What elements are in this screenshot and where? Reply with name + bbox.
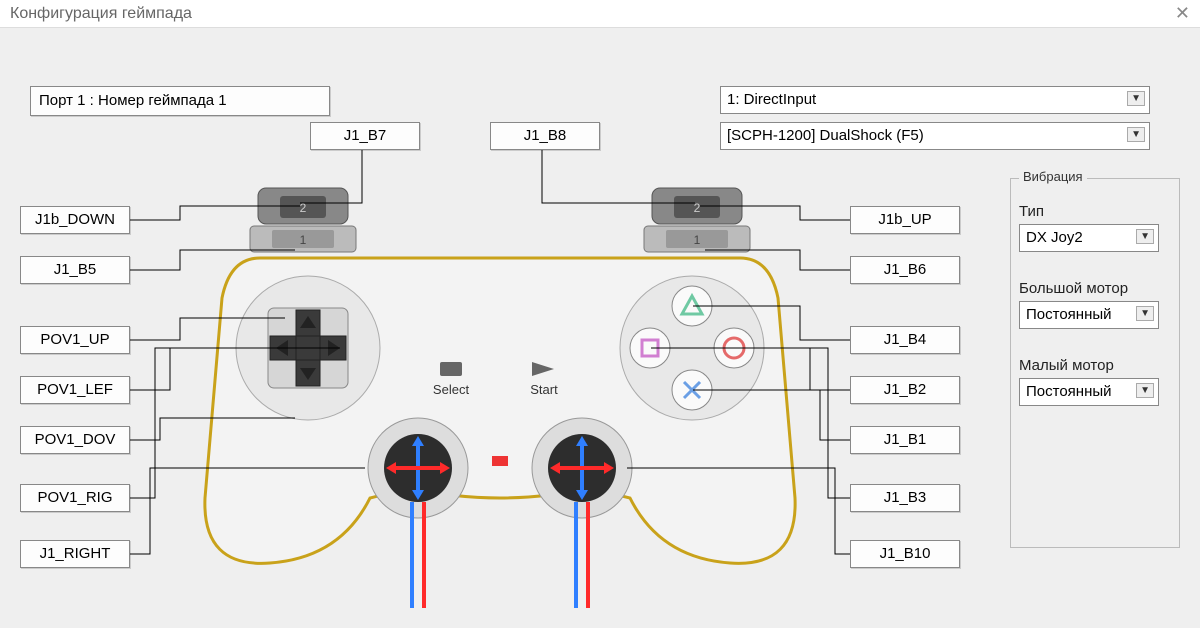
vib-type-label: Тип [1019,203,1171,220]
vib-big-label: Большой мотор [1019,280,1171,297]
btn-l1[interactable]: J1b_DOWN [20,206,130,234]
close-icon[interactable]: ✕ [1175,3,1190,24]
btn-r4[interactable]: J1_B2 [850,376,960,404]
btn-r3[interactable]: J1_B4 [850,326,960,354]
btn-r6[interactable]: J1_B3 [850,484,960,512]
titlebar: Конфигурация геймпада ✕ [0,0,1200,28]
vibration-group: Вибрация Тип DX Joy2 Большой мотор Посто… [1010,178,1180,548]
svg-text:2: 2 [694,201,701,215]
svg-text:1: 1 [300,233,307,247]
vib-type-dropdown[interactable]: DX Joy2 [1019,224,1159,252]
directinput-dropdown[interactable]: 1: DirectInput [720,86,1150,114]
port-button[interactable]: Порт 1 : Номер геймпада 1 [30,86,330,116]
content-area: Порт 1 : Номер геймпада 1 1: DirectInput… [0,28,1200,628]
vib-big-dropdown[interactable]: Постоянный [1019,301,1159,329]
vibration-title: Вибрация [1019,169,1087,184]
vib-small-dropdown[interactable]: Постоянный [1019,378,1159,406]
svg-text:2: 2 [300,201,307,215]
btn-r5[interactable]: J1_B1 [850,426,960,454]
btn-l2[interactable]: J1_B5 [20,256,130,284]
btn-r2[interactable]: J1_B6 [850,256,960,284]
btn-r7[interactable]: J1_B10 [850,540,960,568]
btn-r1[interactable]: J1b_UP [850,206,960,234]
select-label: Select [433,382,470,397]
btn-l5[interactable]: POV1_DOV [20,426,130,454]
btn-l4[interactable]: POV1_LEF [20,376,130,404]
controller-diagram: 2 2 1 1 [200,168,800,608]
window-title: Конфигурация геймпада [10,5,192,23]
btn-l3[interactable]: POV1_UP [20,326,130,354]
vib-small-label: Малый мотор [1019,357,1171,374]
svg-text:1: 1 [694,233,701,247]
device-dropdown[interactable]: [SCPH-1200] DualShock (F5) [720,122,1150,150]
start-label: Start [530,382,558,397]
btn-j1b8[interactable]: J1_B8 [490,122,600,150]
btn-l7[interactable]: J1_RIGHT [20,540,130,568]
btn-l6[interactable]: POV1_RIG [20,484,130,512]
btn-j1b7[interactable]: J1_B7 [310,122,420,150]
